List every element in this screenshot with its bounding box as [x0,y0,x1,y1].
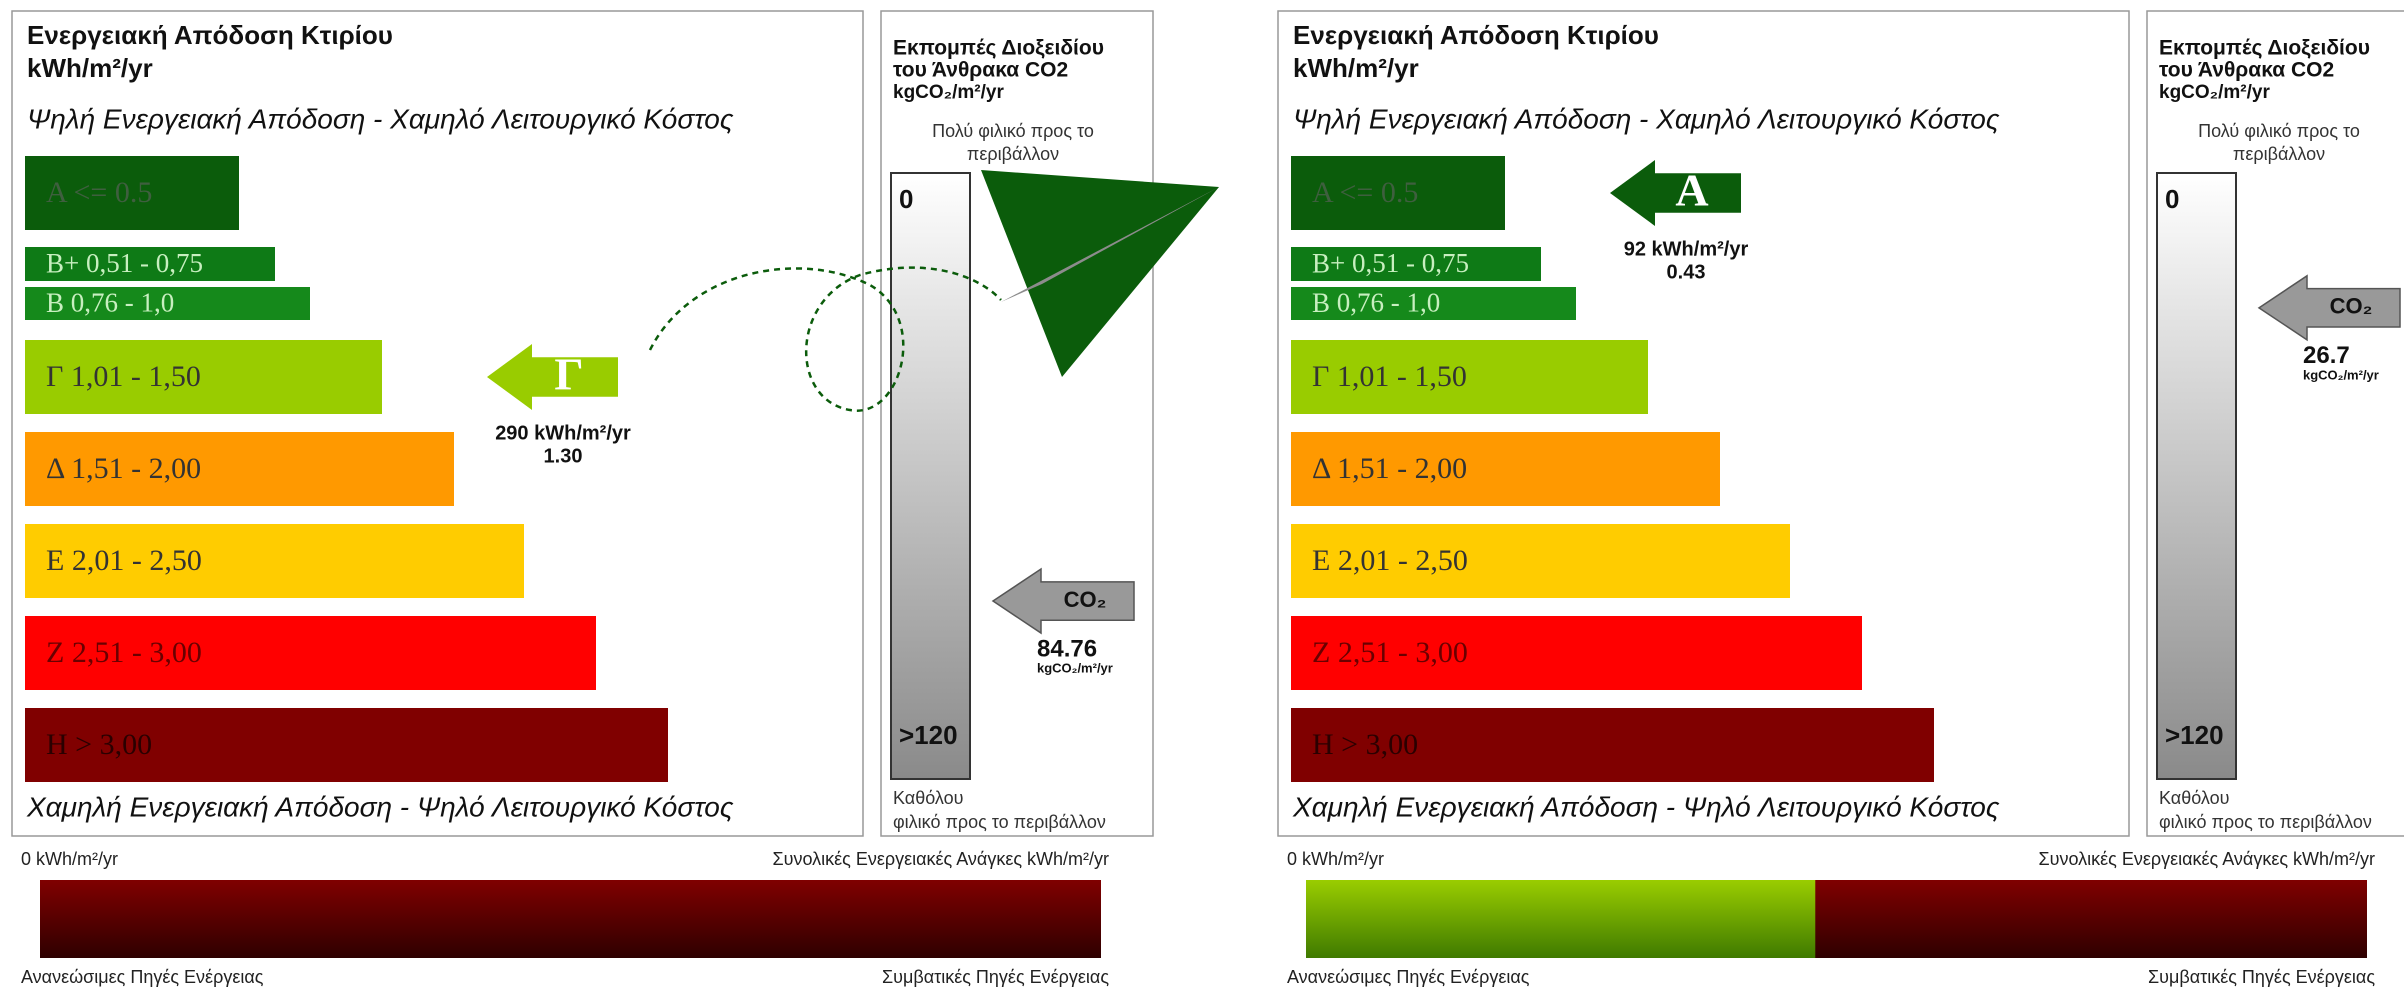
band-label: Γ 1,01 - 1,50 [1312,360,1467,393]
co2-arrow [991,567,1135,635]
top-label: Ψηλή Ενεργειακή Απόδοση - Χαμηλό Λειτουρ… [27,103,734,134]
co2-bottom-label: φιλικό προς το περιβάλλον [2159,812,2372,832]
unit: kWh/m²/yr [27,53,153,83]
bottom-label: Χαμηλή Ενεργειακή Απόδοση - Ψηλό Λειτουρ… [1292,791,2000,822]
unit: kWh/m²/yr [1293,53,1419,83]
co2-arrow-label: CO₂ [1064,587,1107,612]
energy-frame [11,10,864,837]
co2-scale-label: 0 [899,184,913,214]
rating-energy: 290 kWh/m²/yr [495,422,631,444]
dashed-trail [648,266,1002,412]
band-label: Η > 3,00 [1312,728,1418,761]
co2-arrow [2257,274,2401,342]
band-label: Ε 2,01 - 2,50 [46,544,202,577]
band-label: Β+ 0,51 - 0,75 [1312,248,1469,278]
band [25,616,596,690]
band-label: Ζ 2,51 - 3,00 [46,636,202,669]
co2-top-label: περιβάλλον [2233,144,2325,164]
band [25,524,524,598]
co2-top-label: περιβάλλον [967,144,1059,164]
paper-plane [981,170,1219,377]
band [1291,708,1934,782]
co2-top-label: Πολύ φιλικό προς το [932,121,1094,141]
band [25,340,382,414]
co2-frame [2146,10,2404,837]
co2-value: 26.7 [2303,342,2350,369]
band-label: Α <= 0.5 [1312,176,1418,209]
co2-bottom-label: φιλικό προς το περιβάλλον [893,812,1106,832]
rating-arrow [487,344,618,410]
band [25,432,454,506]
rating-energy: 92 kWh/m²/yr [1624,238,1749,260]
bar-right-label: Συνολικές Ενεργειακές Ανάγκες kWh/m²/yr [772,849,1109,869]
co2-value-unit: kgCO₂/m²/yr [2303,367,2379,382]
bar-left-label: 0 kWh/m²/yr [21,849,118,869]
band-label: Η > 3,00 [46,728,152,761]
co2-title: Εκπομπές Διοξειδίου [893,37,1104,60]
co2-title: kgCO₂/m²/yr [2159,82,2270,103]
co2-scale-label: >120 [899,720,958,750]
renewable-bar [1306,880,1816,958]
renewable-label: Ανανεώσιμες Πηγές Ενέργειας [21,967,264,987]
band [25,247,275,281]
title: Ενεργειακή Απόδοση Κτιρίου [27,20,393,50]
co2-value: 84.76 [1037,635,1097,662]
co2-bottom-label: Καθόλου [893,788,963,808]
rating-arrow [1610,160,1741,226]
panels: Ενεργειακή Απόδοση ΚτιρίουkWh/m²/yrΨηλή … [11,10,2404,987]
bottom-label: Χαμηλή Ενεργειακή Απόδοση - Ψηλό Λειτουρ… [26,791,734,822]
band-label: Ε 2,01 - 2,50 [1312,544,1468,577]
bar-right-label: Συνολικές Ενεργειακές Ανάγκες kWh/m²/yr [2038,849,2375,869]
co2-scale [890,172,971,780]
band-label: Β 0,76 - 1,0 [46,288,174,318]
band [1291,287,1576,320]
co2-frame [880,10,1154,837]
band-label: Α <= 0.5 [46,176,152,209]
band-label: Δ 1,51 - 2,00 [46,452,201,485]
co2-scale-label: >120 [2165,720,2224,750]
band [25,708,668,782]
band [1291,524,1790,598]
band [1291,156,1505,230]
band [25,287,310,320]
band-label: Β+ 0,51 - 0,75 [46,248,203,278]
renewable-label: Ανανεώσιμες Πηγές Ενέργειας [1287,967,1530,987]
band [25,156,239,230]
band-label: Ζ 2,51 - 3,00 [1312,636,1468,669]
paper-plane-fold [1001,187,1219,302]
band-label: Β 0,76 - 1,0 [1312,288,1440,318]
rating-ratio: 0.43 [1667,261,1706,283]
co2-bottom-label: Καθόλου [2159,788,2229,808]
top-label: Ψηλή Ενεργειακή Απόδοση - Χαμηλό Λειτουρ… [1293,103,2000,134]
band-label: Δ 1,51 - 2,00 [1312,452,1467,485]
conventional-label: Συμβατικές Πηγές Ενέργειας [882,967,1109,987]
conventional-label: Συμβατικές Πηγές Ενέργειας [2148,967,2375,987]
band [1291,247,1541,281]
band [1291,432,1720,506]
co2-scale-label: 0 [2165,184,2179,214]
bar-left-label: 0 kWh/m²/yr [1287,849,1384,869]
rating-letter: Α [1675,165,1708,216]
co2-title: του Άνθρακα CO2 [2159,59,2334,82]
co2-arrow-label: CO₂ [2330,294,2373,319]
co2-title: του Άνθρακα CO2 [893,59,1068,82]
band-label: Γ 1,01 - 1,50 [46,360,201,393]
title: Ενεργειακή Απόδοση Κτιρίου [1293,20,1659,50]
conventional-bar [40,880,1101,958]
rating-ratio: 1.30 [544,445,583,467]
energy-frame [1277,10,2130,837]
co2-scale [2156,172,2237,780]
co2-value-unit: kgCO₂/m²/yr [1037,660,1113,675]
rating-letter: Γ [554,349,583,400]
co2-top-label: Πολύ φιλικό προς το [2198,121,2360,141]
band [1291,340,1648,414]
band [1291,616,1862,690]
co2-title: Εκπομπές Διοξειδίου [2159,37,2370,60]
co2-title: kgCO₂/m²/yr [893,82,1004,103]
